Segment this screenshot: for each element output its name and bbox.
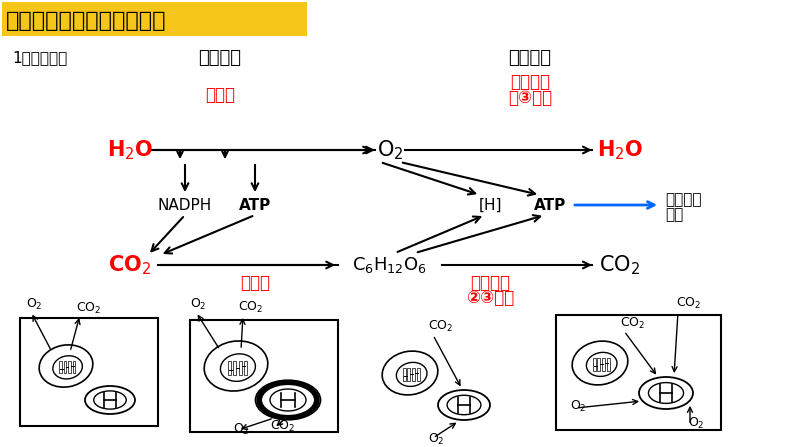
Ellipse shape [447, 395, 481, 415]
Bar [597, 358, 600, 371]
Text: CO$_2$: CO$_2$ [109, 253, 152, 277]
Bar [407, 368, 410, 380]
Text: ATP: ATP [239, 198, 271, 212]
Text: O$_2$: O$_2$ [570, 399, 587, 414]
Text: [H]: [H] [478, 198, 502, 212]
Text: CO$_2$: CO$_2$ [270, 419, 295, 434]
Bar [244, 361, 247, 375]
Bar [233, 361, 237, 375]
Text: O$_2$: O$_2$ [26, 297, 43, 312]
Text: H$_2$O: H$_2$O [107, 138, 153, 162]
Bar [607, 358, 610, 371]
Ellipse shape [587, 352, 617, 376]
Bar [417, 368, 420, 380]
Text: 有氧呼吸: 有氧呼吸 [470, 274, 510, 292]
Text: 光合作用和呼吸作用的关系: 光合作用和呼吸作用的关系 [6, 11, 167, 31]
Ellipse shape [204, 341, 268, 391]
Text: 活动: 活动 [665, 207, 684, 223]
Text: O$_2$: O$_2$ [190, 297, 206, 312]
Text: 第③阶段: 第③阶段 [508, 89, 552, 107]
Bar [73, 362, 75, 373]
Bar [190, 320, 338, 432]
Text: CO$_2$: CO$_2$ [428, 319, 453, 334]
Ellipse shape [260, 383, 316, 417]
Ellipse shape [256, 380, 321, 420]
Text: ATP: ATP [534, 198, 566, 212]
Text: C$_6$H$_{12}$O$_6$: C$_6$H$_{12}$O$_6$ [353, 255, 427, 275]
Text: O$_2$: O$_2$ [233, 422, 249, 437]
FancyBboxPatch shape [2, 2, 307, 36]
Text: 各种生命: 各种生命 [665, 193, 702, 207]
Bar [412, 368, 415, 380]
Text: CO$_2$: CO$_2$ [676, 296, 701, 311]
Text: CO$_2$: CO$_2$ [238, 300, 264, 315]
Text: 光合作用: 光合作用 [198, 49, 241, 67]
Text: NADPH: NADPH [158, 198, 212, 212]
Bar [238, 361, 241, 375]
Bar [602, 358, 605, 371]
Ellipse shape [221, 354, 256, 381]
Text: H$_2$O: H$_2$O [597, 138, 643, 162]
Bar [556, 315, 721, 430]
Text: 光反应: 光反应 [205, 86, 235, 104]
Bar [68, 362, 71, 373]
Bar [59, 362, 62, 373]
Ellipse shape [39, 345, 93, 387]
Bar [228, 361, 231, 375]
Ellipse shape [396, 363, 427, 386]
Ellipse shape [382, 351, 437, 395]
Ellipse shape [270, 389, 306, 411]
Bar [64, 362, 66, 373]
Text: 1、物质变化: 1、物质变化 [12, 51, 67, 66]
Text: 有氧呼吸: 有氧呼吸 [510, 73, 550, 91]
Text: CO$_2$: CO$_2$ [599, 253, 641, 277]
Ellipse shape [572, 341, 628, 385]
Bar [20, 318, 158, 426]
Bar [403, 368, 406, 380]
Text: 呼吸作用: 呼吸作用 [508, 49, 552, 67]
Ellipse shape [94, 391, 126, 409]
Text: 暗反应: 暗反应 [240, 274, 270, 292]
Text: O$_2$: O$_2$ [688, 416, 704, 431]
Text: ②③阶段: ②③阶段 [466, 289, 515, 307]
Ellipse shape [258, 382, 318, 418]
Ellipse shape [438, 390, 490, 420]
Text: CO$_2$: CO$_2$ [76, 301, 102, 316]
Text: O$_2$: O$_2$ [376, 138, 403, 162]
Bar [592, 358, 596, 371]
Text: CO$_2$: CO$_2$ [620, 316, 646, 331]
Ellipse shape [85, 386, 135, 414]
Text: O$_2$: O$_2$ [428, 432, 445, 447]
Ellipse shape [53, 356, 83, 379]
Ellipse shape [649, 383, 684, 403]
Ellipse shape [639, 377, 693, 409]
